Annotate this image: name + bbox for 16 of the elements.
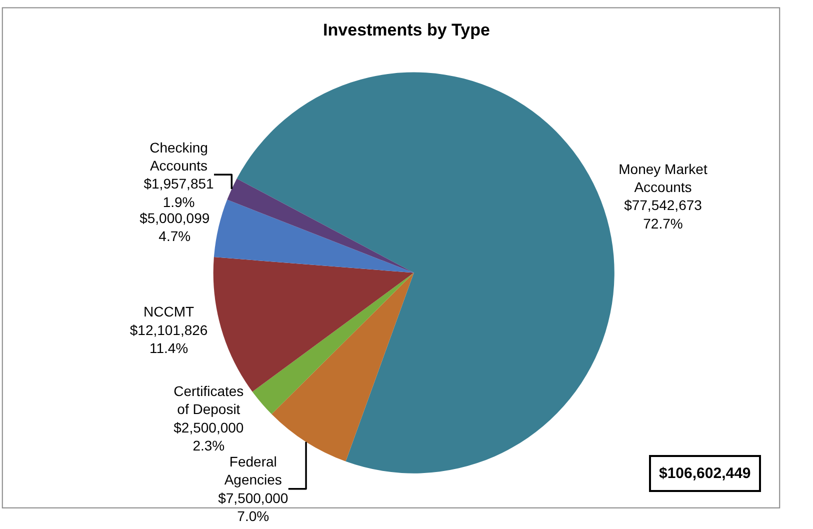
data-label: $7,500,000 7.0% — [218, 490, 288, 524]
slice-label: Certificates of Deposit — [174, 382, 244, 418]
slice-label: Checking Accounts — [150, 139, 208, 174]
data-label: $5,000,099 4.7% — [140, 210, 210, 244]
data-label: $1,957,851 1.9% — [144, 176, 214, 210]
data-label: $77,542,673 72.7% — [624, 197, 702, 232]
pie-slice — [227, 178, 414, 273]
data-label: $2,500,000 2.3% — [174, 419, 244, 454]
pie-slice — [252, 272, 414, 414]
data-label: $12,101,826 11.4% — [130, 322, 208, 356]
slice-label: NCCMT — [144, 304, 195, 320]
slice-label: Money Market Accounts — [618, 160, 708, 196]
text: $106,602,449 — [659, 465, 751, 482]
chart-title: Investments by Type — [323, 20, 490, 40]
slice-label: Federal Agencies — [224, 454, 282, 488]
pie-slice — [214, 200, 414, 273]
